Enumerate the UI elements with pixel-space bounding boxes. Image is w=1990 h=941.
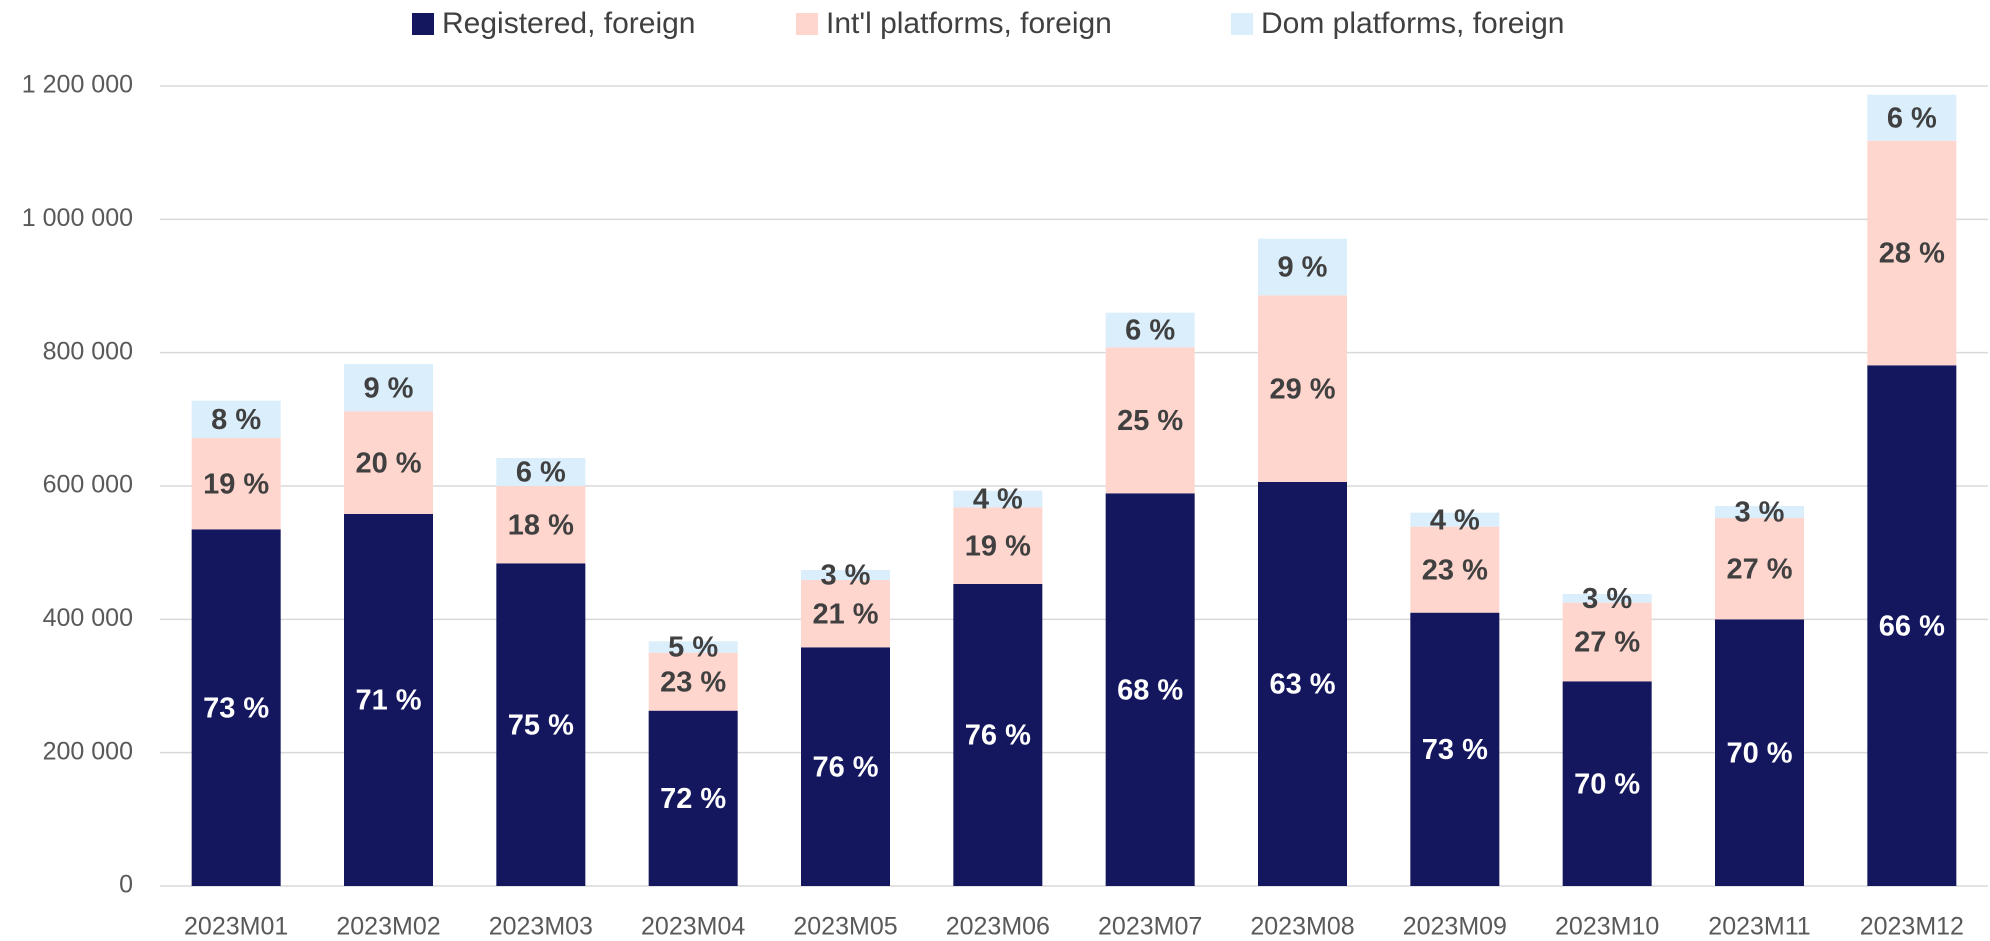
bar-segment [1562, 602, 1652, 682]
value-label: 4 % [1430, 504, 1480, 536]
bar-segment [1715, 619, 1804, 886]
legend-swatch [796, 13, 818, 35]
bar-segment [191, 400, 281, 438]
bar-segment [1410, 512, 1500, 527]
bar-segment [1562, 681, 1652, 886]
value-label: 19 % [203, 468, 269, 500]
y-tick-label: 800 000 [43, 337, 133, 365]
bar-segment [1867, 140, 1957, 366]
bar-segment [496, 563, 586, 886]
value-label: 29 % [1269, 373, 1335, 405]
bar-segment [344, 411, 433, 514]
bar-segment [801, 647, 890, 886]
x-tick-label: 2023M03 [489, 913, 593, 941]
legend-swatch [412, 13, 434, 35]
value-label: 20 % [355, 447, 421, 479]
bar-segment [1410, 612, 1500, 886]
bar-segment [1105, 493, 1195, 886]
bar-segment [648, 710, 738, 886]
bar-segment [344, 514, 433, 886]
bar-segment [344, 364, 433, 412]
value-label: 6 % [1125, 315, 1175, 347]
value-label: 18 % [508, 509, 574, 541]
bar-segment [496, 486, 586, 564]
legend-label: Registered, foreign [442, 7, 695, 40]
value-label: 68 % [1117, 674, 1183, 706]
x-tick-label: 2023M04 [641, 913, 745, 941]
x-tick-label: 2023M09 [1403, 913, 1507, 941]
x-tick-label: 2023M01 [184, 913, 288, 941]
bar-segment [1715, 518, 1804, 620]
x-tick-label: 2023M11 [1708, 913, 1810, 941]
value-label: 9 % [1278, 252, 1328, 284]
legend-swatch [1231, 13, 1253, 35]
bar-segment [496, 458, 586, 486]
bar-segment [1258, 482, 1347, 886]
bar-segment [1105, 347, 1195, 494]
value-label: 6 % [516, 457, 566, 489]
value-label: 3 % [1582, 583, 1632, 615]
x-tick-label: 2023M07 [1098, 913, 1202, 941]
bar-segment [1715, 506, 1804, 518]
bar-segment [953, 584, 1043, 886]
x-tick-label: 2023M12 [1860, 913, 1964, 941]
value-label: 9 % [364, 372, 414, 404]
bar-segment [648, 641, 738, 653]
x-tick-label: 2023M02 [336, 913, 440, 941]
y-tick-label: 400 000 [43, 604, 133, 632]
legend-label: Int'l platforms, foreign [826, 7, 1112, 40]
y-tick-label: 200 000 [43, 737, 133, 765]
x-tick-label: 2023M05 [793, 913, 897, 941]
x-tick-label: 2023M08 [1250, 913, 1354, 941]
bar-segment [648, 652, 738, 711]
bar-segment [1410, 526, 1500, 613]
bar-segment [801, 570, 890, 580]
value-label: 21 % [812, 598, 878, 630]
x-tick-label: 2023M10 [1555, 913, 1659, 941]
value-label: 70 % [1726, 737, 1792, 769]
value-label: 4 % [973, 484, 1023, 516]
value-label: 5 % [668, 632, 718, 664]
bar-segment [1562, 594, 1652, 603]
value-label: 25 % [1117, 405, 1183, 437]
value-label: 3 % [1735, 497, 1785, 529]
value-label: 73 % [203, 692, 269, 724]
value-label: 6 % [1887, 102, 1937, 134]
value-label: 76 % [812, 751, 878, 783]
bar-segment [191, 529, 281, 886]
value-label: 70 % [1574, 768, 1640, 800]
value-label: 71 % [355, 685, 421, 717]
bar-segment [1258, 295, 1347, 482]
value-label: 23 % [1422, 554, 1488, 586]
y-tick-label: 1 000 000 [22, 204, 133, 232]
bar-segment [191, 438, 281, 530]
value-label: 76 % [965, 720, 1031, 752]
value-label: 3 % [821, 560, 871, 592]
value-label: 63 % [1269, 669, 1335, 701]
bar-segment [1258, 238, 1347, 296]
value-label: 19 % [965, 530, 1031, 562]
value-label: 8 % [211, 404, 261, 436]
y-tick-label: 600 000 [43, 471, 133, 499]
value-label: 75 % [508, 709, 574, 741]
value-label: 66 % [1879, 610, 1945, 642]
legend-label: Dom platforms, foreign [1261, 7, 1564, 40]
value-label: 23 % [660, 666, 726, 698]
y-tick-label: 0 [119, 871, 133, 899]
bar-segment [953, 507, 1043, 584]
value-label: 27 % [1574, 627, 1640, 659]
y-tick-label: 1 200 000 [22, 71, 133, 99]
value-label: 27 % [1726, 553, 1792, 585]
bar-segment [801, 580, 890, 648]
value-label: 72 % [660, 783, 726, 815]
bar-segment [953, 490, 1043, 508]
bar-segment [1867, 94, 1957, 141]
bar-segment [1867, 365, 1957, 886]
x-tick-label: 2023M06 [946, 913, 1050, 941]
value-label: 28 % [1879, 238, 1945, 270]
value-label: 73 % [1422, 734, 1488, 766]
bar-segment [1105, 312, 1195, 348]
